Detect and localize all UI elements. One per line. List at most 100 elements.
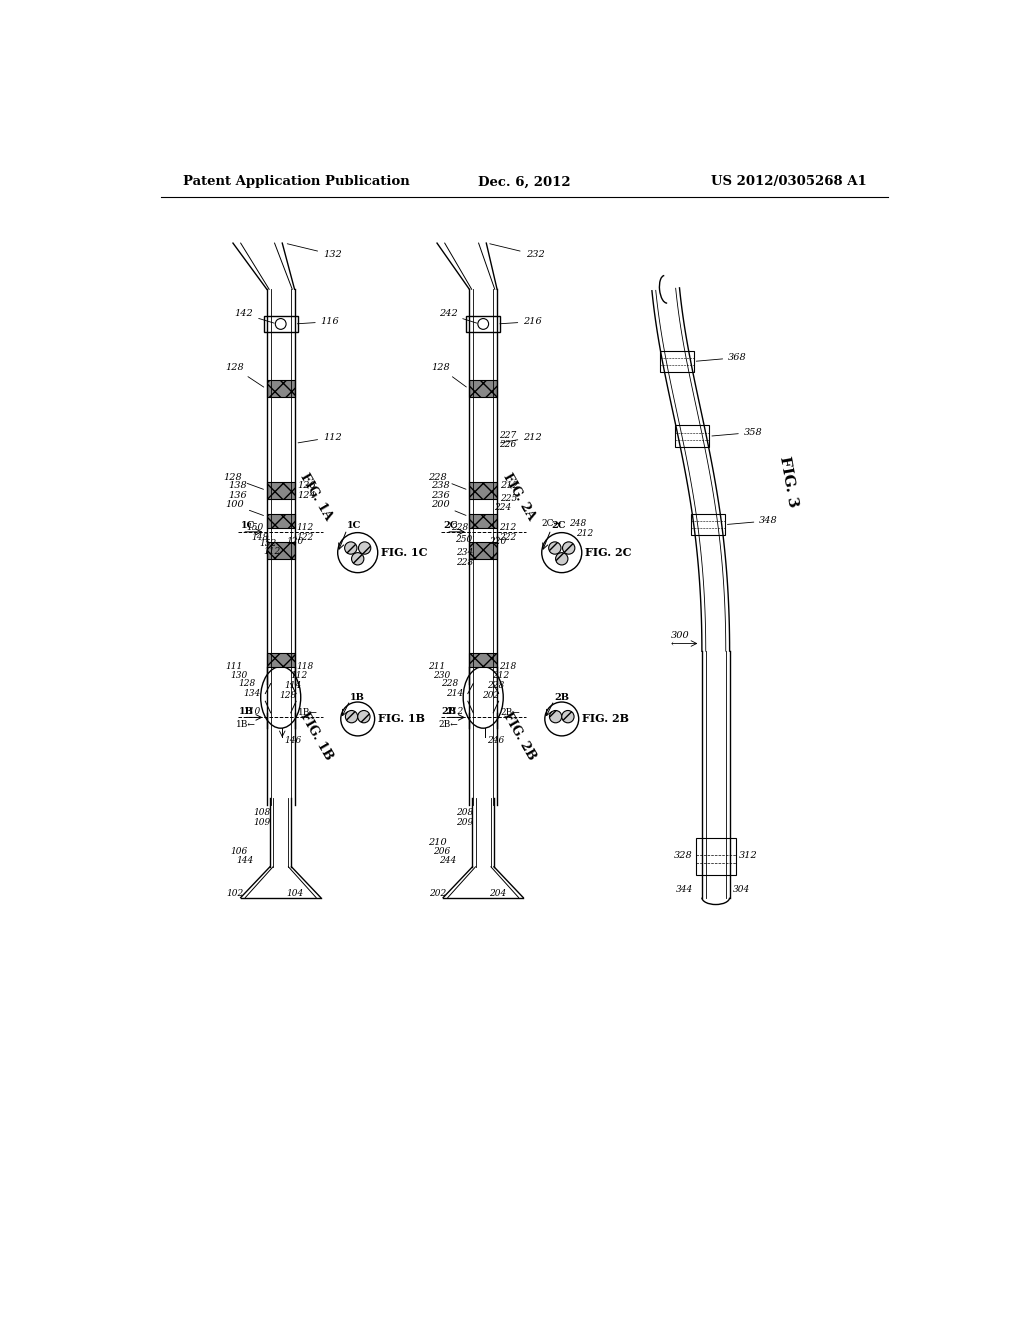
Text: 228: 228: [487, 681, 504, 689]
Text: 304: 304: [733, 886, 750, 895]
Text: 124: 124: [298, 491, 316, 500]
Text: 2B: 2B: [441, 706, 456, 715]
Bar: [469, 543, 497, 558]
Text: 1C: 1C: [347, 521, 361, 531]
Text: FIG. 1B: FIG. 1B: [298, 710, 336, 762]
Text: 128: 128: [280, 690, 296, 700]
Text: 348: 348: [727, 516, 778, 525]
Bar: [267, 653, 295, 667]
Text: 212: 212: [493, 672, 510, 680]
Text: 116: 116: [297, 317, 340, 326]
Text: 118: 118: [296, 663, 313, 671]
Text: 206: 206: [433, 847, 451, 855]
Circle shape: [341, 702, 375, 737]
Circle shape: [351, 553, 364, 565]
Text: FIG. 3: FIG. 3: [777, 455, 800, 508]
Text: 142: 142: [234, 309, 274, 323]
Text: 226: 226: [499, 441, 516, 449]
Text: 228: 228: [451, 524, 468, 532]
Ellipse shape: [463, 667, 503, 729]
Text: 111: 111: [225, 663, 243, 671]
Text: 104: 104: [287, 890, 304, 898]
Text: 108: 108: [254, 808, 271, 817]
Text: 224: 224: [494, 503, 511, 512]
Text: 228: 228: [428, 474, 466, 490]
Circle shape: [338, 533, 378, 573]
Text: 1B: 1B: [350, 693, 365, 702]
Text: 2B: 2B: [554, 693, 569, 702]
Text: 232: 232: [489, 244, 545, 259]
Ellipse shape: [261, 667, 301, 729]
Text: 106: 106: [230, 847, 248, 855]
Text: Dec. 6, 2012: Dec. 6, 2012: [478, 176, 571, 189]
Text: FIG. 2B: FIG. 2B: [582, 713, 629, 725]
Text: 214: 214: [446, 689, 464, 698]
Text: 120: 120: [287, 537, 304, 546]
Text: 1B: 1B: [239, 706, 253, 715]
Text: 128: 128: [239, 678, 256, 688]
Text: 130: 130: [230, 671, 248, 680]
Circle shape: [550, 710, 562, 723]
Text: 126: 126: [298, 482, 316, 490]
Text: 234: 234: [457, 548, 473, 557]
Circle shape: [357, 710, 370, 723]
Bar: [675, 425, 710, 447]
Circle shape: [345, 710, 357, 723]
Bar: [267, 482, 295, 499]
Text: 146: 146: [285, 737, 302, 744]
Text: 122: 122: [296, 533, 313, 541]
Text: 328: 328: [674, 851, 692, 859]
Bar: [691, 513, 725, 536]
Text: 218: 218: [499, 663, 516, 671]
Text: 222: 222: [499, 533, 516, 541]
Bar: [469, 380, 497, 397]
Bar: [659, 351, 693, 372]
Circle shape: [542, 533, 582, 573]
Text: 112: 112: [290, 672, 307, 680]
Text: 112: 112: [296, 524, 313, 532]
Text: 128: 128: [225, 363, 264, 387]
Text: 114: 114: [285, 681, 302, 689]
Text: 244: 244: [438, 857, 456, 865]
Circle shape: [556, 553, 568, 565]
Bar: [469, 653, 497, 667]
Text: 209: 209: [457, 817, 473, 826]
Text: 212: 212: [575, 529, 593, 537]
Text: 2B←: 2B←: [500, 709, 520, 717]
Text: 210: 210: [428, 838, 446, 846]
Bar: [267, 513, 295, 528]
Circle shape: [478, 318, 488, 330]
Text: 204: 204: [489, 890, 507, 898]
Bar: [264, 317, 298, 331]
Text: FIG. 2C: FIG. 2C: [585, 548, 632, 558]
Text: 202: 202: [481, 690, 499, 700]
Text: 238: 238: [431, 482, 450, 490]
Text: 236: 236: [431, 491, 450, 500]
Text: 248: 248: [569, 519, 587, 528]
Text: 228: 228: [441, 678, 458, 688]
Text: 225: 225: [500, 494, 517, 503]
Text: 132: 132: [288, 244, 342, 259]
Text: 228: 228: [457, 558, 473, 568]
Text: 300: 300: [671, 631, 690, 640]
Text: 100: 100: [225, 500, 263, 516]
Text: 150: 150: [246, 524, 263, 532]
Bar: [267, 380, 295, 397]
Text: 134: 134: [244, 689, 261, 698]
Text: 212: 212: [500, 482, 519, 490]
Text: 102: 102: [226, 890, 244, 898]
Text: 200: 200: [431, 500, 466, 515]
Text: 136: 136: [228, 491, 247, 500]
Bar: [469, 513, 497, 528]
Text: Patent Application Publication: Patent Application Publication: [183, 176, 410, 189]
Circle shape: [345, 541, 357, 554]
Text: 144: 144: [237, 857, 253, 865]
Text: ←: ←: [671, 640, 679, 649]
Text: FIG. 1A: FIG. 1A: [298, 471, 335, 523]
Text: US 2012/0305268 A1: US 2012/0305268 A1: [711, 176, 866, 189]
Text: 109: 109: [254, 817, 271, 826]
Text: 358: 358: [712, 428, 763, 437]
Text: 227: 227: [499, 432, 516, 440]
Text: FIG. 1B: FIG. 1B: [378, 713, 425, 725]
Text: 1B←: 1B←: [298, 709, 317, 717]
